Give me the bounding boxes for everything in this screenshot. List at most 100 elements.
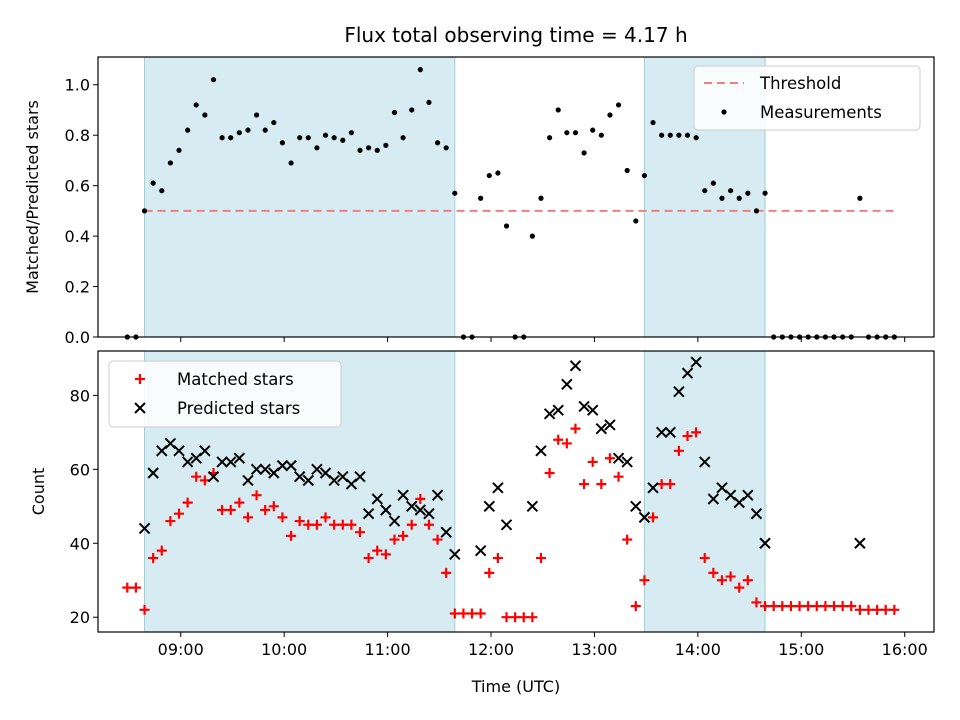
matched-star-point xyxy=(199,475,210,486)
matched-star-point xyxy=(716,575,727,586)
measurement-point xyxy=(357,147,363,153)
matched-star-point xyxy=(527,612,538,623)
measurement-point xyxy=(331,135,337,141)
matched-star-point xyxy=(734,582,745,593)
matched-star-point xyxy=(673,445,684,456)
measurement-point xyxy=(555,107,561,113)
measurement-point xyxy=(667,132,673,138)
y-tick-label: 20 xyxy=(70,608,90,627)
measurement-point xyxy=(348,130,354,136)
matched-star-point xyxy=(639,575,650,586)
predicted-star-point xyxy=(362,507,375,520)
matched-star-point xyxy=(303,519,314,530)
matched-star-point xyxy=(492,553,503,564)
measurement-point xyxy=(564,130,570,136)
x-tick-label: 11:00 xyxy=(365,640,411,659)
x-tick-label: 14:00 xyxy=(675,640,721,659)
matched-star-point xyxy=(872,604,883,615)
matched-star-point xyxy=(708,567,719,578)
measurement-point xyxy=(417,67,423,73)
legend-box xyxy=(693,65,921,131)
predicted-star-point xyxy=(233,452,246,464)
measurement-point xyxy=(426,99,432,106)
matched-star-point xyxy=(656,479,667,490)
matched-star-point xyxy=(854,604,865,615)
predicted-star-point xyxy=(586,404,599,416)
matched-star-point xyxy=(346,519,357,530)
predicted-star-point xyxy=(259,463,271,476)
predicted-star-point xyxy=(207,471,220,483)
predicted-star-point xyxy=(595,422,608,435)
matched-star-point xyxy=(234,497,245,508)
legend-predicted-label: Predicted stars xyxy=(177,399,300,418)
predicted-star-point xyxy=(414,504,427,516)
count-x-axis: 09:00 10:00 11:00 12:00 13:00 14:00 15:00 16:00 xyxy=(158,632,928,659)
predicted-star-point xyxy=(690,356,702,368)
matched-star-point xyxy=(889,604,900,615)
predicted-star-point xyxy=(276,459,289,472)
y-tick-label: 80 xyxy=(70,386,90,405)
x-tick-label: 16:00 xyxy=(882,640,928,659)
measurement-point xyxy=(641,172,648,179)
measurement-point xyxy=(253,112,260,118)
ratio-y-axis-label: Matched/Predicted stars xyxy=(23,100,42,294)
measurement-point xyxy=(598,132,604,138)
predicted-star-point xyxy=(526,500,539,512)
y-tick-label: 0.0 xyxy=(65,328,90,347)
predicted-star-point xyxy=(311,463,323,476)
matched-star-point xyxy=(544,468,555,479)
matched-star-point xyxy=(174,508,185,519)
measurement-point xyxy=(400,135,406,141)
predicted-star-point xyxy=(406,500,418,512)
matched-star-point xyxy=(794,601,805,612)
ratio-legend: Threshold Measurements xyxy=(693,65,921,131)
x-tick-label: 10:00 xyxy=(261,640,307,659)
measurement-point xyxy=(745,190,751,196)
predicted-star-point xyxy=(699,456,711,468)
matched-star-point xyxy=(777,601,788,612)
matched-star-point xyxy=(475,608,486,619)
matched-star-point xyxy=(837,601,848,612)
matched-star-point xyxy=(182,497,193,508)
measurement-point xyxy=(762,190,768,196)
count-legend: Matched stars Predicted stars xyxy=(108,360,342,428)
predicted-star-point xyxy=(225,456,237,468)
measurement-point xyxy=(486,172,492,179)
matched-star-point xyxy=(423,519,434,530)
measurement-point xyxy=(228,135,234,141)
measurement-point xyxy=(271,119,277,126)
x-axis-label: Time (UTC) xyxy=(471,677,560,696)
matched-star-point xyxy=(579,479,590,490)
matched-star-point xyxy=(742,575,753,586)
matched-star-point xyxy=(130,582,141,593)
matched-star-point xyxy=(251,490,262,501)
legend-measurements-label: Measurements xyxy=(760,103,882,122)
matched-star-point xyxy=(311,519,322,530)
predicted-star-point xyxy=(285,459,297,472)
matched-star-point xyxy=(389,534,400,545)
measurement-point xyxy=(633,218,639,224)
count-y-axis-label: Count xyxy=(29,468,48,516)
measurement-point xyxy=(693,135,699,141)
matched-star-point xyxy=(191,471,202,482)
measurement-point xyxy=(452,190,458,196)
measurement-point xyxy=(607,112,613,118)
predicted-star-point xyxy=(630,500,642,512)
measurement-point xyxy=(279,140,286,146)
x-tick-label: 09:00 xyxy=(158,640,204,659)
measurement-point xyxy=(305,135,311,141)
measurement-point xyxy=(702,188,708,194)
count-y-axis: 20 40 60 80 xyxy=(70,386,98,627)
ratio-y-axis: 0.0 0.2 0.4 0.6 0.8 1.0 xyxy=(65,76,98,347)
predicted-star-point xyxy=(854,537,866,549)
legend-predicted-swatch xyxy=(134,402,146,414)
matched-star-point xyxy=(268,501,279,512)
matched-star-point xyxy=(225,504,236,515)
predicted-star-point xyxy=(302,474,315,487)
predicted-star-point xyxy=(423,507,435,520)
measurement-point xyxy=(719,195,725,201)
legend-box xyxy=(108,360,342,428)
x-tick-label: 12:00 xyxy=(468,640,514,659)
matched-star-point xyxy=(510,612,521,623)
matched-star-point xyxy=(613,471,624,482)
